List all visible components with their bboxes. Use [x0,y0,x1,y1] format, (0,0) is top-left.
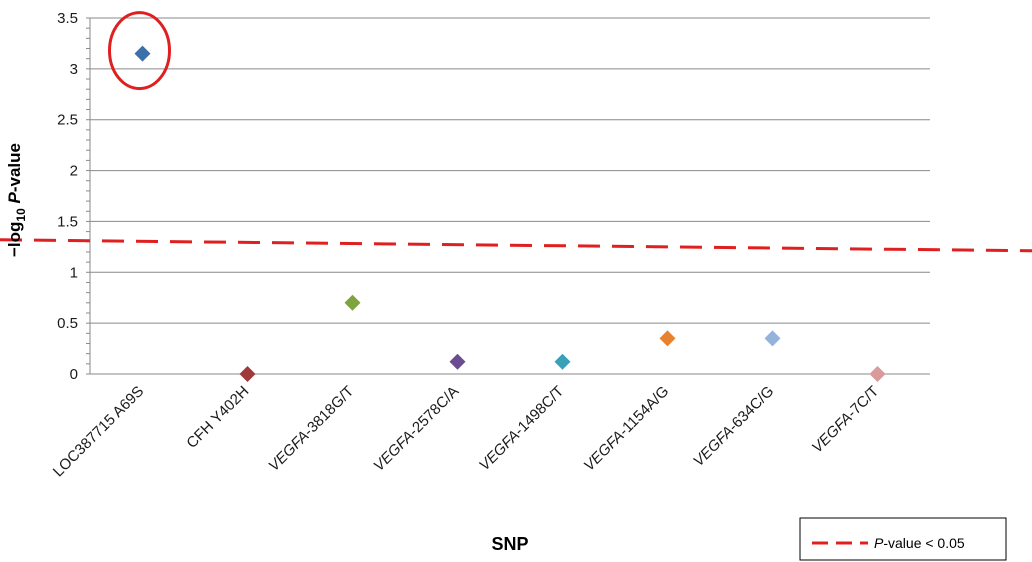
y-tick-label: 2 [70,163,78,180]
x-tick-label: VEGFA-2578C/A [370,383,462,475]
data-point [554,353,571,370]
x-tick-label: VEGFA-7C/T [809,383,883,457]
data-point [344,294,361,311]
x-tick-label: VEGFA-1154A/G [581,383,673,475]
legend: P-value < 0.05 [799,517,1007,561]
x-axis-label: SNP [491,534,528,554]
y-axis [86,17,91,375]
y-tick-label: 1 [70,264,78,281]
x-tick-label: VEGFA-3818G/T [265,383,357,475]
threshold-line [0,238,1032,253]
y-tick-labels: 0 0.5 1 1.5 2 2.5 3 3.5 [57,10,78,383]
x-tick-label: LOC387715 A69S [50,383,148,481]
y-tick-label: 3 [70,61,78,78]
x-tick-labels: LOC387715 A69S CFH Y402H VEGFA-3818G/TVEGF… [50,383,883,481]
x-tick-label: VEGFA-1498C/T [476,383,567,474]
highlight-circle [108,11,171,91]
y-axis-label: −log10 P-value [5,143,28,257]
data-point [239,366,256,382]
y-tick-label: 0.5 [57,315,78,332]
data-points [134,45,886,382]
gridlines [90,17,930,375]
y-tick-label: 0 [70,366,78,383]
y-tick-label: 3.5 [57,10,78,27]
y-tick-label: 1.5 [57,213,78,230]
data-point [764,330,781,347]
data-point [449,353,466,370]
data-point [659,330,676,347]
y-tick-label: 2.5 [57,112,78,129]
legend-box [799,517,1007,561]
data-point [869,366,886,382]
x-tick-label: CFH Y402H [183,383,252,452]
legend-threshold-label: P-value < 0.05 [874,535,965,551]
x-tick-label: VEGFA-634C/G [690,383,777,470]
data-point [134,45,151,62]
